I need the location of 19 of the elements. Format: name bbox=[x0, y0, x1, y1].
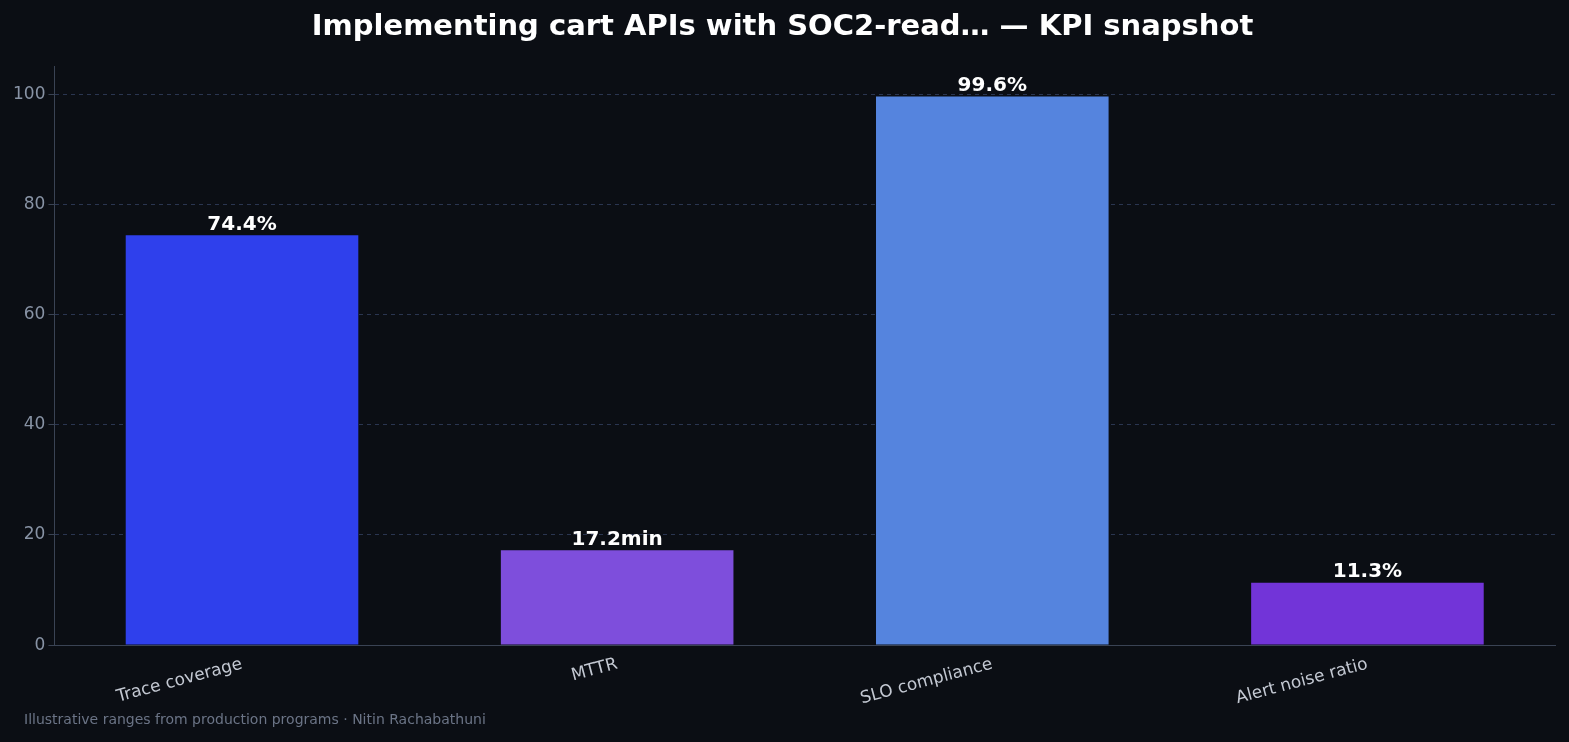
data-label: 17.2min bbox=[571, 525, 663, 550]
bar bbox=[125, 235, 359, 645]
y-tick-label: 80 bbox=[23, 192, 46, 213]
x-tick-label: MTTR bbox=[568, 652, 620, 685]
bar bbox=[1251, 582, 1484, 645]
text: Illustrative ranges from production programs · Nitin Rachabathuni bbox=[24, 711, 486, 727]
chart-title: Implementing cart APIs with SOC2-read… — KPI snapshot bbox=[311, 7, 1254, 42]
y-tick-label: 0 bbox=[34, 633, 46, 654]
data-label: 11.3% bbox=[1332, 558, 1403, 583]
y-tick-label: 40 bbox=[23, 413, 46, 434]
x-tick-label: Alert noise ratio bbox=[1233, 652, 1370, 708]
y-tick-label: 100 bbox=[12, 82, 46, 103]
data-label: 99.6% bbox=[957, 71, 1027, 96]
data-label: 74.4% bbox=[207, 210, 277, 235]
bar bbox=[876, 96, 1109, 645]
bar bbox=[500, 550, 734, 645]
y-tick-label: 60 bbox=[23, 303, 46, 324]
x-tick-label: Trace coverage bbox=[113, 652, 245, 706]
y-tick-label: 20 bbox=[23, 523, 46, 544]
